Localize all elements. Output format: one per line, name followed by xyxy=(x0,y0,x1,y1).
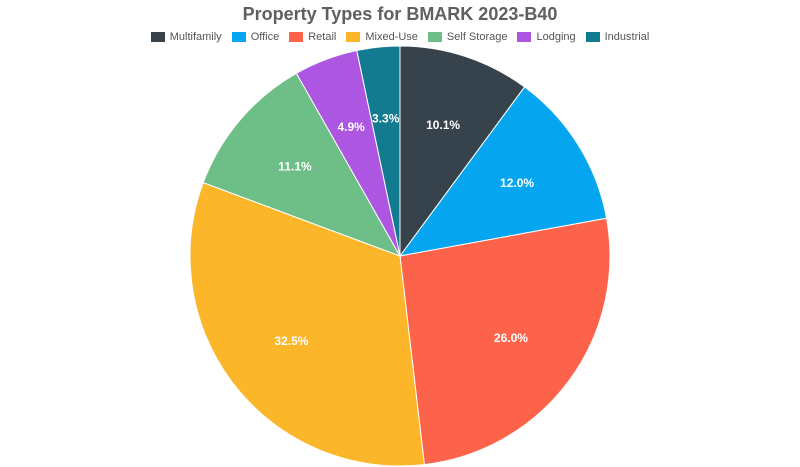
legend-swatch-office xyxy=(231,32,246,42)
legend-item-self-storage[interactable]: Self Storage xyxy=(427,31,508,43)
slice-label-multifamily: 10.1% xyxy=(426,118,460,132)
legend: Multifamily Office Retail Mixed-Use Self… xyxy=(0,31,800,43)
pie-slice-multifamily[interactable] xyxy=(399,45,526,258)
legend-label-office: Office xyxy=(250,31,280,43)
legend-swatch-industrial xyxy=(585,32,600,42)
chart-title: Property Types for BMARK 2023-B40 xyxy=(242,4,558,24)
slice-label-mixed-use: 32.5% xyxy=(274,334,308,348)
pie-slice-office[interactable] xyxy=(398,86,608,257)
legend-item-lodging[interactable]: Lodging xyxy=(517,31,576,43)
legend-label-self-storage: Self Storage xyxy=(446,31,508,43)
pie-slice-self-storage[interactable] xyxy=(202,72,402,257)
legend-item-retail[interactable]: Retail xyxy=(289,31,336,43)
slice-label-self-storage: 11.1% xyxy=(278,159,312,173)
legend-swatch-mixed-use xyxy=(346,32,361,42)
pie-slice-lodging[interactable] xyxy=(295,49,401,257)
legend-swatch-lodging xyxy=(517,32,532,42)
legend-label-industrial: Industrial xyxy=(604,31,650,43)
legend-label-lodging: Lodging xyxy=(536,31,576,43)
slice-label-retail: 26.0% xyxy=(494,331,528,345)
legend-label-retail: Retail xyxy=(308,31,337,43)
legend-swatch-multifamily xyxy=(150,32,165,42)
slice-label-office: 12.0% xyxy=(500,176,534,190)
legend-item-mixed-use[interactable]: Mixed-Use xyxy=(346,31,418,43)
slice-label-lodging: 4.9% xyxy=(337,120,365,134)
legend-label-mixed-use: Mixed-Use xyxy=(365,31,418,43)
slice-label-industrial: 3.3% xyxy=(372,112,400,126)
legend-swatch-self-storage xyxy=(427,32,442,42)
legend-swatch-retail xyxy=(289,32,304,42)
legend-item-industrial[interactable]: Industrial xyxy=(585,31,650,43)
legend-item-multifamily[interactable]: Multifamily xyxy=(150,31,222,43)
legend-item-office[interactable]: Office xyxy=(231,31,280,43)
pie-slice-retail[interactable] xyxy=(399,217,611,466)
legend-label-multifamily: Multifamily xyxy=(169,31,222,43)
pie-slice-mixed-use[interactable] xyxy=(189,181,425,467)
